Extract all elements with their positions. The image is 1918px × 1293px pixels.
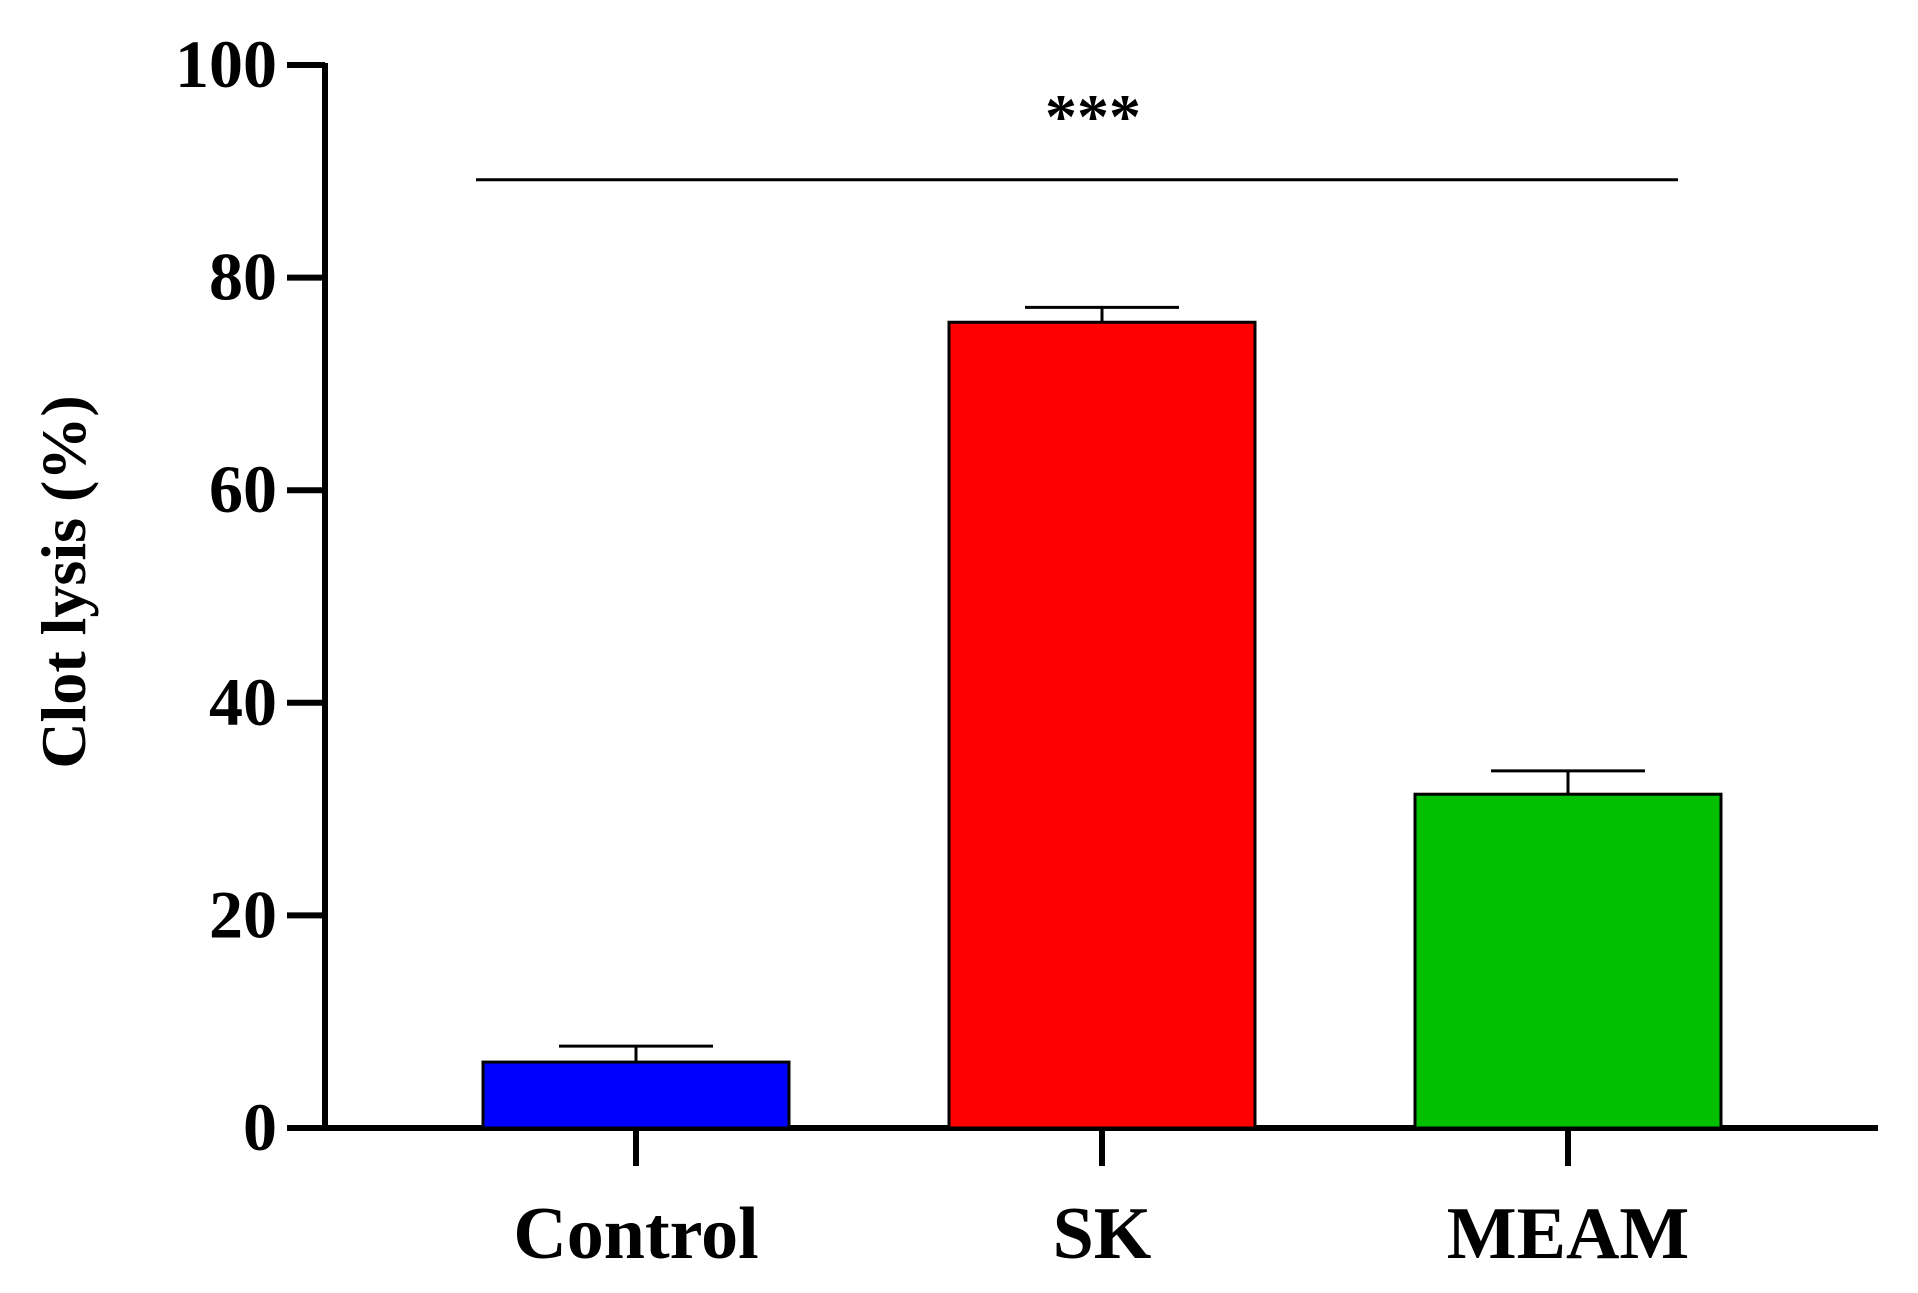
bar-meam bbox=[1413, 792, 1723, 1130]
x-tick-label-control: Control bbox=[513, 1193, 758, 1275]
y-tick-label-20: 20 bbox=[209, 876, 277, 952]
bar-sk bbox=[947, 320, 1257, 1130]
significance-label: *** bbox=[1045, 81, 1141, 152]
x-tick-label-sk: SK bbox=[1053, 1193, 1152, 1275]
y-tick-label-0: 0 bbox=[243, 1089, 277, 1165]
bar-control bbox=[481, 1060, 791, 1130]
y-tick-label-40: 40 bbox=[209, 664, 277, 740]
y-axis-title: Clot lysis (%) bbox=[28, 395, 99, 768]
y-tick-label-100: 100 bbox=[175, 26, 277, 102]
y-tick-label-80: 80 bbox=[209, 239, 277, 315]
y-tick-label-60: 60 bbox=[209, 451, 277, 527]
x-tick-label-meam: MEAM bbox=[1447, 1193, 1690, 1275]
